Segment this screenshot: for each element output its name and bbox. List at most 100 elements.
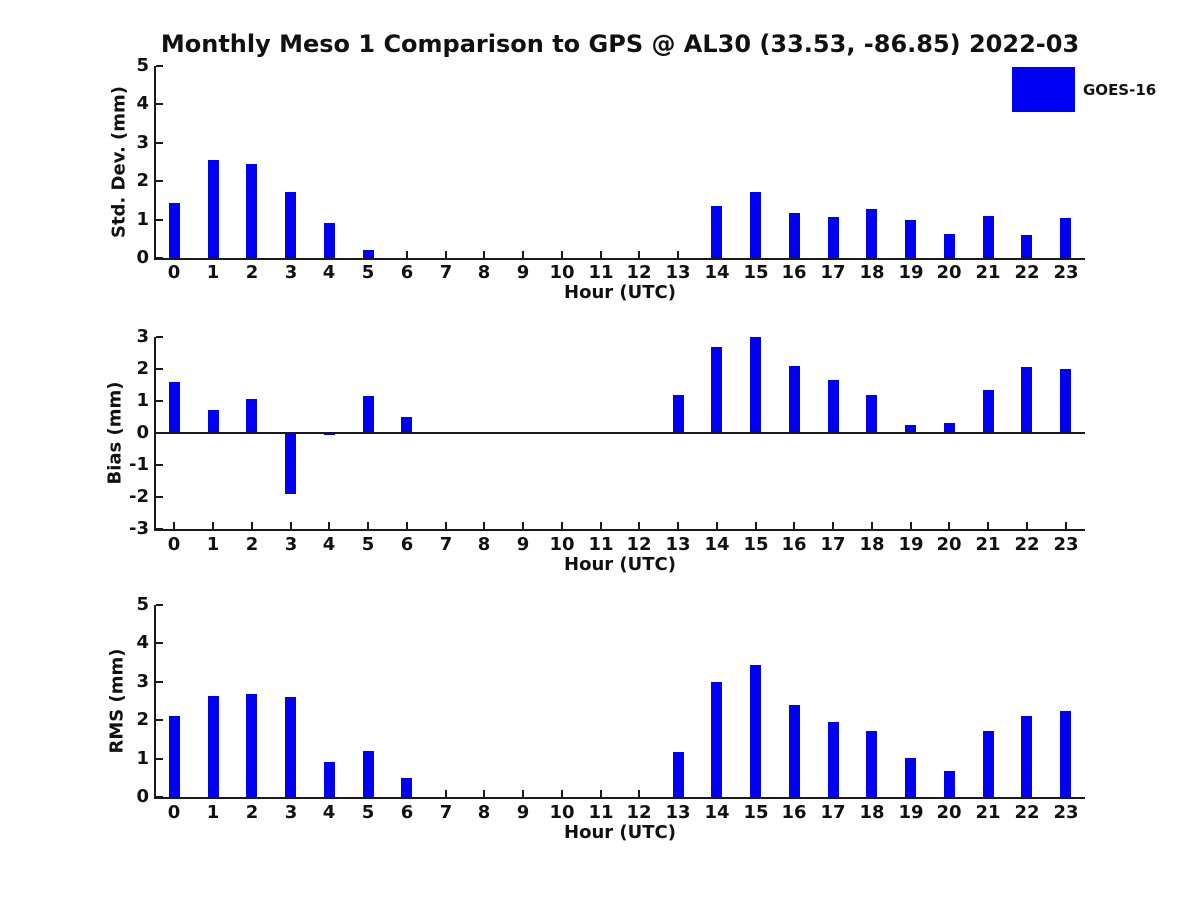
x-tick-label: 22: [1014, 534, 1040, 555]
x-tick-label: 15: [743, 262, 769, 283]
x-tick-label: 16: [781, 262, 807, 283]
bar-hour-23: [1060, 369, 1071, 433]
bar-hour-22: [1021, 235, 1032, 258]
y-tick: [156, 336, 163, 338]
zero-line: [155, 432, 1085, 434]
y-tick: [156, 681, 163, 683]
x-tick-label: 15: [743, 802, 769, 823]
x-tick-label: 10: [549, 802, 575, 823]
y-tick-label: 5: [136, 594, 149, 615]
bar-hour-16: [789, 213, 800, 258]
x-tick-label: 16: [781, 534, 807, 555]
bar-hour-1: [208, 160, 219, 258]
x-tick: [638, 790, 640, 797]
bar-hour-5: [363, 250, 374, 258]
bar-hour-6: [401, 417, 412, 433]
bar-hour-16: [789, 366, 800, 433]
bar-hour-2: [246, 164, 257, 258]
x-tick: [290, 522, 292, 529]
x-tick: [1065, 522, 1067, 529]
y-tick-label: 2: [136, 358, 149, 379]
bar-hour-14: [711, 206, 722, 258]
y-tick: [156, 758, 163, 760]
y-tick: [156, 219, 163, 221]
x-tick: [987, 522, 989, 529]
x-tick-label: 5: [361, 262, 375, 283]
x-tick-label: 16: [781, 802, 807, 823]
bar-hour-17: [828, 380, 839, 433]
y-tick-label: -3: [129, 518, 149, 539]
bar-hour-2: [246, 694, 257, 797]
x-tick-label: 9: [516, 534, 530, 555]
x-tick-label: 1: [206, 262, 220, 283]
x-tick-label: 13: [665, 262, 691, 283]
x-tick: [832, 522, 834, 529]
bar-hour-16: [789, 705, 800, 797]
y-tick-label: 1: [136, 209, 149, 230]
x-tick-label: 21: [975, 802, 1001, 823]
x-tick-label: 12: [626, 802, 652, 823]
y-tick: [156, 642, 163, 644]
bar-hour-21: [983, 216, 994, 258]
x-tick-label: 0: [167, 802, 181, 823]
x-tick-label: 19: [898, 802, 924, 823]
x-tick: [483, 522, 485, 529]
x-tick-label: 3: [284, 534, 298, 555]
x-tick-label: 19: [898, 534, 924, 555]
x-tick-label: 4: [322, 802, 336, 823]
x-tick: [406, 251, 408, 258]
y-tick-label: 3: [136, 326, 149, 347]
x-axis-spine: [154, 258, 1085, 260]
y-tick-label: -1: [129, 454, 149, 475]
x-tick: [638, 522, 640, 529]
x-tick-label: 21: [975, 534, 1001, 555]
x-tick: [251, 522, 253, 529]
y-tick: [156, 496, 163, 498]
x-tick-label: 2: [245, 262, 259, 283]
x-tick-label: 8: [477, 262, 491, 283]
y-tick: [156, 604, 163, 606]
x-tick: [406, 522, 408, 529]
bar-hour-19: [905, 220, 916, 258]
bar-hour-20: [944, 771, 955, 797]
bar-hour-0: [169, 716, 180, 797]
x-tick-label: 23: [1053, 262, 1079, 283]
x-tick-label: 10: [549, 262, 575, 283]
y-tick: [156, 719, 163, 721]
y-tick-label: 1: [136, 390, 149, 411]
legend-label-goes16: GOES-16: [1083, 81, 1157, 99]
x-tick: [677, 522, 679, 529]
x-tick: [755, 522, 757, 529]
x-tick-label: 14: [704, 802, 730, 823]
bar-hour-13: [673, 752, 684, 797]
x-tick-label: 13: [665, 802, 691, 823]
bar-hour-21: [983, 390, 994, 433]
x-tick: [677, 251, 679, 258]
bar-hour-1: [208, 410, 219, 433]
bar-hour-20: [944, 423, 955, 433]
x-tick-label: 11: [588, 262, 614, 283]
x-tick-label: 12: [626, 534, 652, 555]
x-tick-label: 7: [439, 262, 453, 283]
y-tick-label: 3: [136, 132, 149, 153]
x-tick-label: 6: [400, 534, 414, 555]
x-tick-label: 7: [439, 534, 453, 555]
legend-swatch-goes16: [1012, 67, 1075, 112]
x-tick: [561, 522, 563, 529]
y-tick-label: 1: [136, 748, 149, 769]
x-tick: [445, 522, 447, 529]
x-tick-label: 20: [936, 802, 962, 823]
bar-hour-4: [324, 762, 335, 797]
x-tick-label: 11: [588, 802, 614, 823]
bar-hour-3: [285, 192, 296, 258]
y-tick-label: 0: [136, 786, 149, 807]
x-tick-label: 1: [206, 802, 220, 823]
bar-hour-21: [983, 731, 994, 797]
x-tick-label: 2: [245, 534, 259, 555]
bar-hour-18: [866, 209, 877, 258]
x-tick: [483, 790, 485, 797]
x-tick-label: 17: [820, 802, 846, 823]
x-tick-label: 15: [743, 534, 769, 555]
bar-hour-23: [1060, 218, 1071, 258]
